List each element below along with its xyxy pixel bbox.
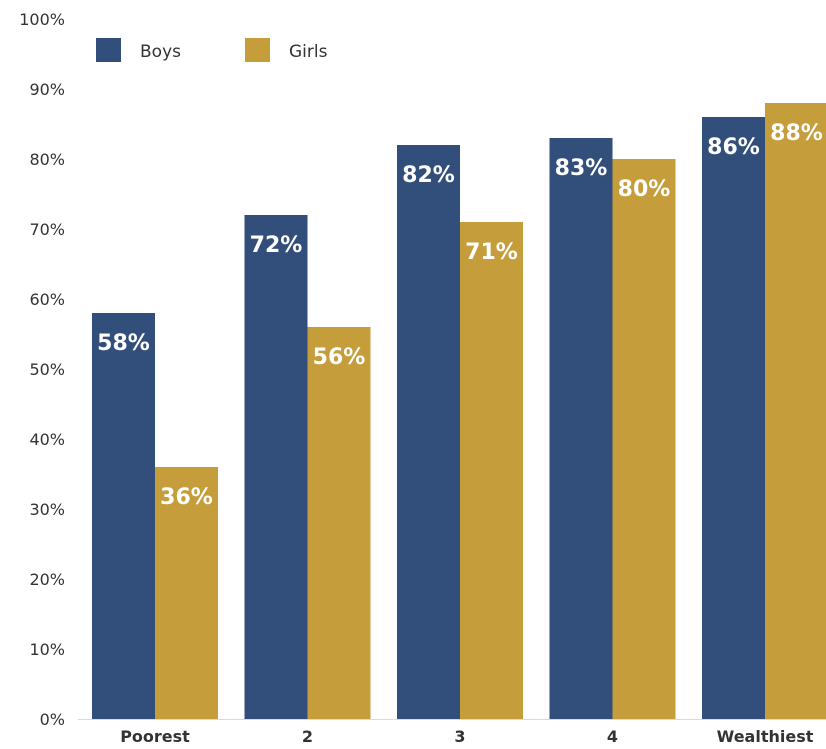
legend-swatch-boys — [96, 38, 121, 62]
bar-boys — [702, 117, 765, 719]
data-label: 36% — [160, 485, 213, 510]
data-label: 82% — [402, 163, 455, 188]
bar-boys — [397, 145, 460, 719]
y-axis: 0% 10% 20% 30% 40% 50% 60% 70% 80% 90% 100% — [19, 10, 65, 729]
y-tick-label: 100% — [19, 10, 65, 29]
legend-swatch-girls — [245, 38, 270, 62]
x-tick-label: 3 — [454, 727, 465, 746]
data-label: 72% — [250, 233, 303, 258]
bar-series: 58% 36% 72% 56% 82% 71% 83% 80% 86% 88% — [92, 103, 826, 719]
data-label: 88% — [770, 121, 823, 146]
x-tick-label: Poorest — [120, 727, 190, 746]
x-tick-label: Wealthiest — [717, 727, 814, 746]
y-tick-label: 60% — [29, 290, 65, 309]
bar-boys — [549, 138, 613, 719]
y-tick-label: 70% — [29, 220, 65, 239]
bar-girls — [765, 103, 826, 719]
bar-girls — [612, 159, 676, 719]
x-tick-label: 2 — [302, 727, 313, 746]
data-label: 80% — [618, 177, 671, 202]
y-tick-label: 40% — [29, 430, 65, 449]
y-tick-label: 20% — [29, 570, 65, 589]
y-tick-label: 50% — [29, 360, 65, 379]
bar-girls — [460, 222, 523, 719]
data-label: 71% — [465, 240, 518, 265]
y-tick-label: 0% — [40, 710, 65, 729]
y-tick-label: 30% — [29, 500, 65, 519]
y-tick-label: 10% — [29, 640, 65, 659]
bar-girls — [307, 327, 371, 719]
data-label: 56% — [313, 345, 366, 370]
legend-label: Girls — [289, 42, 328, 62]
y-tick-label: 80% — [29, 150, 65, 169]
x-tick-label: 4 — [607, 727, 618, 746]
x-axis: Poorest 2 3 4 Wealthiest — [120, 727, 814, 746]
legend-label: Boys — [140, 42, 181, 62]
data-label: 86% — [707, 135, 760, 160]
bar-boys — [92, 313, 155, 719]
bar-boys — [244, 215, 308, 719]
y-tick-label: 90% — [29, 80, 65, 99]
bar-girls — [155, 467, 218, 719]
data-label: 83% — [555, 156, 608, 181]
data-label: 58% — [97, 331, 150, 356]
legend: Boys Girls — [96, 38, 328, 62]
